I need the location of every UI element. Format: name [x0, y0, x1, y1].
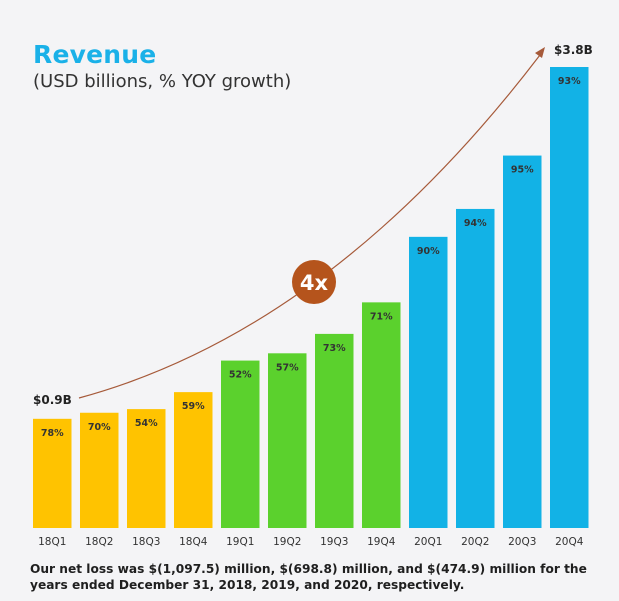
growth-label-19q3: 73%: [323, 343, 346, 354]
bar-20q2: [456, 208, 495, 529]
x-tick-20q2: 20Q2: [461, 536, 489, 548]
bar-19q1: [221, 360, 260, 528]
multiplier-badge: [292, 260, 336, 304]
chart-title: Revenue: [33, 40, 157, 69]
bar-20q4: [550, 67, 589, 528]
growth-label-20q1: 90%: [417, 246, 440, 257]
growth-label-18q2: 70%: [88, 422, 111, 433]
start-value-label: $0.9B: [33, 393, 72, 407]
growth-label-19q2: 57%: [276, 362, 299, 373]
bar-20q3: [503, 155, 542, 528]
x-tick-18q1: 18Q1: [38, 536, 66, 548]
x-tick-18q3: 18Q3: [132, 536, 160, 548]
growth-label-19q1: 52%: [229, 370, 252, 381]
growth-label-20q3: 95%: [511, 165, 534, 176]
multiplier-label: 4x: [300, 271, 329, 295]
bar-20q1: [409, 236, 448, 528]
end-value-label: $3.8B: [554, 43, 593, 57]
x-tick-18q2: 18Q2: [85, 536, 113, 548]
growth-label-20q2: 94%: [464, 218, 487, 229]
x-tick-18q4: 18Q4: [179, 536, 208, 548]
growth-label-18q3: 54%: [135, 418, 158, 429]
bar-19q2: [268, 353, 307, 528]
x-tick-20q3: 20Q3: [508, 536, 536, 548]
growth-label-20q4: 93%: [558, 76, 581, 87]
bar-19q4: [362, 302, 401, 528]
x-tick-19q2: 19Q2: [273, 536, 301, 548]
bar-18q1: [33, 418, 72, 528]
x-tick-19q3: 19Q3: [320, 536, 348, 548]
net-loss-footnote: Our net loss was $(1,097.5) million, $(6…: [30, 562, 587, 592]
bar-18q4: [174, 392, 213, 528]
bar-19q3: [315, 333, 354, 528]
x-tick-20q4: 20Q4: [555, 536, 584, 548]
chart-subtitle: (USD billions, % YOY growth): [33, 71, 292, 92]
x-tick-20q1: 20Q1: [414, 536, 442, 548]
x-tick-19q1: 19Q1: [226, 536, 254, 548]
bar-18q3: [127, 409, 166, 528]
growth-label-18q1: 78%: [41, 428, 64, 439]
growth-label-19q4: 71%: [370, 311, 393, 322]
growth-trend-arrowhead: [535, 47, 545, 58]
x-tick-19q4: 19Q4: [367, 536, 396, 548]
growth-label-18q4: 59%: [182, 401, 205, 412]
bar-18q2: [80, 412, 119, 528]
